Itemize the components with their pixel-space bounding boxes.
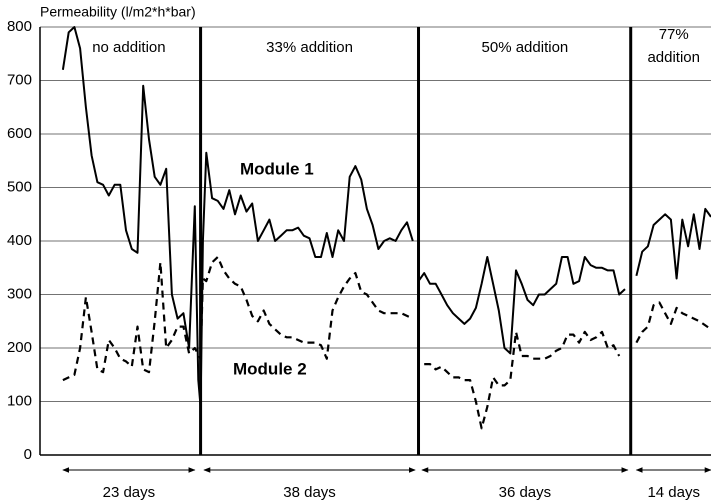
y-tick-label: 600 xyxy=(7,125,32,142)
phase-label: 50% addition xyxy=(482,39,569,56)
phase-duration: 36 days xyxy=(499,484,552,501)
y-tick-label: 700 xyxy=(7,71,32,88)
phase-label: 77% xyxy=(659,26,689,43)
annotation: Module 1 xyxy=(240,159,314,178)
phase-label: no addition xyxy=(92,39,165,56)
series-line xyxy=(61,26,711,408)
y-tick-label: 300 xyxy=(7,285,32,302)
phase-label: addition xyxy=(647,49,700,66)
y-tick-label: 100 xyxy=(7,392,32,409)
y-tick-label: 200 xyxy=(7,339,32,356)
y-tick-label: 500 xyxy=(7,178,32,195)
phase-duration: 23 days xyxy=(103,484,156,501)
y-tick-label: 0 xyxy=(24,446,32,463)
annotation: Module 2 xyxy=(233,359,307,378)
y-tick-label: 800 xyxy=(7,18,32,35)
y-tick-label: 400 xyxy=(7,232,32,249)
series-line xyxy=(62,255,711,430)
phase-label: 33% addition xyxy=(266,39,353,56)
phase-duration: 38 days xyxy=(283,484,336,501)
y-axis-label: Permeability (l/m2*h*bar) xyxy=(40,4,196,20)
phase-duration: 14 days xyxy=(647,484,700,501)
